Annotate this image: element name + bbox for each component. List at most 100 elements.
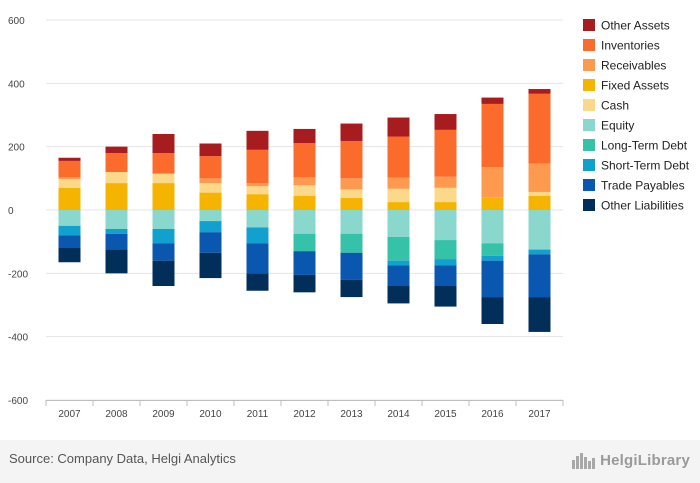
y-tick-label: -600 [8,396,28,407]
legend-item[interactable]: Other Assets [583,19,670,33]
y-tick-label: 0 [8,206,14,217]
bar-segment [481,197,504,210]
bar-segment [199,210,222,222]
bar-segment [481,210,504,244]
bar-segment [199,156,222,179]
legend-swatch [583,139,595,151]
bar-segment [434,286,457,307]
legend-item[interactable]: Inventories [583,39,660,53]
brand-logo[interactable]: HelgiLibrary [571,449,690,471]
bar-segment [58,157,81,161]
bar-segment [481,97,504,104]
bar-segment [481,243,504,256]
x-tick-label: 2014 [387,409,410,420]
x-tick-label: 2011 [247,409,269,420]
bar-segment [246,227,269,244]
y-tick-label: -400 [8,333,28,344]
legend-item[interactable]: Fixed Assets [583,79,669,93]
bar-segment [246,273,269,291]
footer-bar [0,440,700,483]
bar-segment [340,279,363,298]
bar-segment [434,210,457,241]
bar-segment [340,140,363,179]
bar-segment [152,153,175,174]
bar-segment [152,243,175,261]
bar-segment [246,243,269,274]
bar-segment [340,210,363,234]
legend: Other Assets Inventories Receivables Fixed … [583,19,690,213]
legend-item[interactable]: Other Liabilities [583,199,684,213]
bar-segment [387,265,410,286]
bar-segment [434,202,457,210]
bars [58,89,551,332]
bar-segment [58,248,81,263]
bar-segment [199,252,222,279]
legend-item[interactable]: Cash [583,99,629,113]
axes: 600 400 200 0 -200 -400 -600 2007 2008 2009 2010 20… [8,16,564,420]
bar-segment [105,172,128,184]
bar-segment [340,189,363,198]
city-skyline-icon [572,453,596,469]
bar-segment [246,130,269,150]
bar-segment [152,134,175,153]
bar-segment [152,260,175,286]
bar-segment [58,225,81,236]
bar-segment [481,255,504,261]
bar-segment [199,178,222,184]
bar-segment [105,146,128,153]
bar-segment [58,187,81,210]
y-tick-label: 400 [8,79,25,90]
bar-segment [105,249,128,274]
legend-item[interactable]: Short-Term Debt [583,159,690,173]
legend-swatch [583,79,595,91]
x-tick-label: 2015 [434,409,457,420]
bar-segment [199,192,222,210]
bar-segment [481,167,504,198]
bar-segment [528,254,551,298]
y-tick-label: 200 [8,143,25,154]
bar-segment [246,186,269,195]
y-tick-label: -200 [8,269,28,280]
x-tick-label: 2016 [481,409,504,420]
bar-segment [528,195,551,210]
legend-item[interactable]: Receivables [583,59,666,73]
legend-label: Cash [601,99,629,113]
bar-segment [481,260,504,298]
bar-segment [105,233,128,250]
bar-segment [387,136,410,178]
x-tick-label: 2009 [152,409,175,420]
bar-segment [481,297,504,324]
legend-item[interactable]: Trade Payables [583,179,685,193]
x-tick-label: 2008 [105,409,128,420]
x-tick-label: 2007 [58,409,81,420]
legend-label: Trade Payables [601,179,685,193]
bar-segment [528,210,551,250]
bar-segment [105,210,128,229]
bar-segment [434,259,457,266]
legend-label: Fixed Assets [601,79,669,93]
bar-segment [152,210,175,229]
legend-swatch [583,159,595,171]
legend-label: Inventories [601,39,660,53]
bar-segment [434,176,457,188]
bar-segment [105,183,128,210]
bar-segment [387,117,410,137]
legend-swatch [583,99,595,111]
bar-segment [199,143,222,157]
legend-item[interactable]: Equity [583,119,634,133]
bar-segment [246,194,269,210]
bar-segment [387,236,410,261]
bar-segment [293,128,316,144]
legend-item[interactable]: Long-Term Debt [583,139,688,153]
legend-label: Other Liabilities [601,199,684,213]
bar-segment [293,143,316,178]
x-tick-label: 2010 [199,409,222,420]
bar-segment [387,286,410,304]
bar-segment [58,178,81,188]
bar-segment [340,178,363,190]
bar-segment [434,240,457,260]
bar-segment [528,93,551,164]
bar-segment [434,187,457,203]
y-tick-label: 600 [8,16,25,27]
bar-segment [434,129,457,177]
